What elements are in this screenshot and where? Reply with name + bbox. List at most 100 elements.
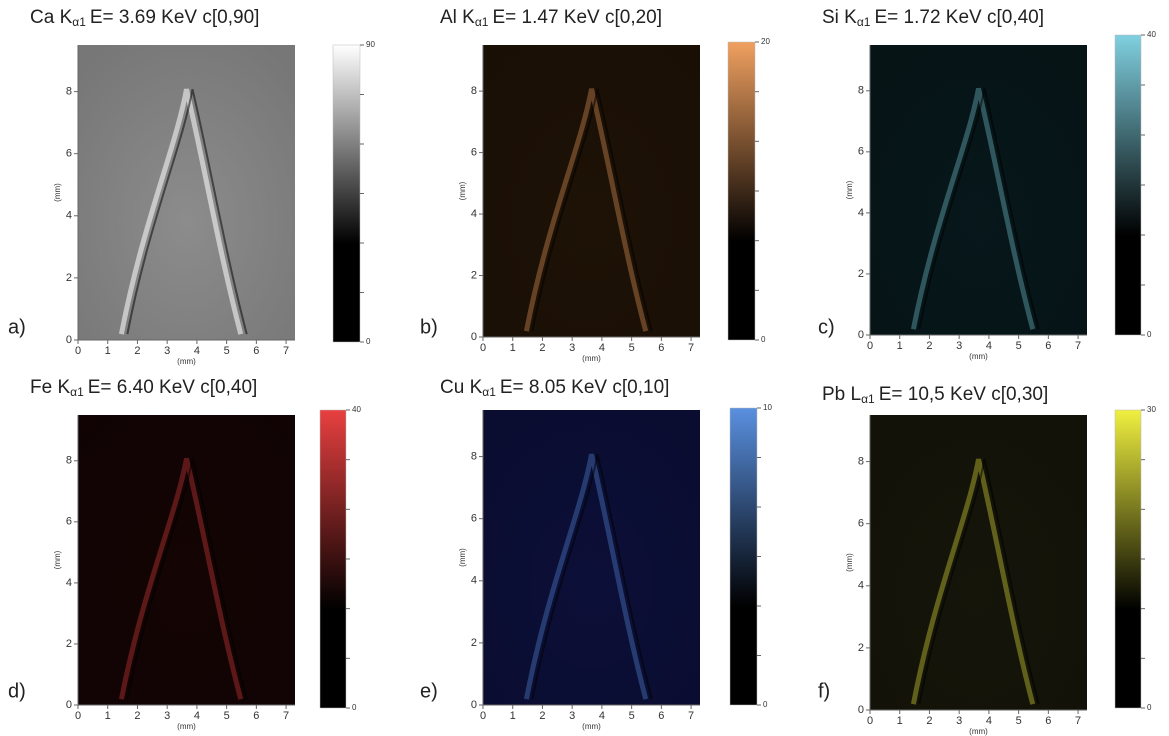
colorbar — [729, 407, 758, 706]
panel-title: Ca Kα1 E= 3.69 KeV c[0,90] — [30, 7, 259, 29]
x-axis-label: (mm) — [177, 357, 196, 366]
title-energy: E= 10,5 KeV c[0,30] — [879, 384, 1049, 405]
y-tick-label: 0 — [858, 329, 864, 341]
panel-label: f) — [818, 680, 830, 702]
title-element: Pb L — [822, 384, 861, 405]
panel: Cu Kα1 E= 8.05 KeV c[0,10] e) 0 1 2 3 4 5 6 7 0 2 4 6 8… — [420, 377, 772, 731]
colorbar — [319, 409, 347, 709]
title-energy: E= 8.05 KeV c[0,10] — [500, 377, 670, 398]
title-subscript: α1 — [70, 385, 84, 399]
x-tick-label: 1 — [510, 342, 516, 354]
panel: Si Kα1 E= 1.72 KeV c[0,40] c) 0 1 2 3 4 5 6 7 0 2 4 6 8… — [818, 7, 1156, 361]
y-tick-label: 0 — [66, 699, 72, 711]
x-tick-label: 2 — [134, 710, 140, 722]
x-tick-label: 5 — [1016, 715, 1022, 727]
panel: Al Kα1 E= 1.47 KeV c[0,20] b) 0 1 2 3 4 5 6 7 0 2 4 6 8… — [420, 7, 770, 363]
title-element: Ca K — [30, 7, 73, 28]
y-tick-label: 8 — [471, 450, 477, 462]
map-feature — [126, 458, 248, 700]
y-tick-label: 2 — [66, 638, 72, 650]
x-tick-label: 4 — [194, 345, 200, 357]
map-feature — [523, 88, 649, 332]
x-axis-label: (mm) — [582, 722, 601, 731]
y-tick-label: 2 — [66, 272, 72, 284]
y-tick-label: 8 — [66, 455, 72, 467]
x-tick-label: 6 — [253, 710, 259, 722]
x-tick-label: 7 — [688, 710, 694, 722]
colorbar-tick-label: 0 — [761, 335, 766, 344]
x-tick-label: 3 — [569, 342, 575, 354]
title-energy: E= 1.47 KeV c[0,20] — [492, 7, 662, 28]
x-tick-label: 4 — [986, 340, 992, 352]
x-tick-label: 2 — [539, 710, 545, 722]
colorbar-tick-label: 0 — [366, 337, 371, 346]
y-tick-label: 8 — [471, 85, 477, 97]
title-subscript: α1 — [475, 15, 489, 29]
map-feature — [910, 458, 1036, 705]
colorbar — [332, 44, 361, 343]
map-feature — [918, 459, 1040, 705]
y-tick-label: 2 — [471, 637, 477, 649]
y-tick-label: 4 — [66, 577, 72, 589]
map-image — [483, 45, 700, 337]
panel-label: d) — [8, 680, 26, 702]
panel: Pb Lα1 E= 10,5 KeV c[0,30] f) 0 1 2 3 4 5 6 7 0 2 4 6 8… — [818, 384, 1156, 736]
x-tick-label: 0 — [867, 715, 873, 727]
x-tick-label: 7 — [283, 345, 289, 357]
y-tick-label: 6 — [66, 516, 72, 528]
map-feature — [910, 87, 1036, 330]
y-tick-label: 6 — [858, 518, 864, 530]
colorbar-tick-label: 0 — [1147, 330, 1152, 339]
y-tick-label: 6 — [66, 148, 72, 160]
x-tick-label: 2 — [134, 345, 140, 357]
y-tick-label: 2 — [858, 268, 864, 280]
x-tick-label: 7 — [283, 710, 289, 722]
colorbar-tick-label: 40 — [352, 405, 361, 414]
title-energy: E= 3.69 KeV c[0,90] — [90, 7, 260, 28]
y-tick-label: 8 — [66, 85, 72, 97]
y-tick-label: 8 — [858, 85, 864, 97]
colorbar-tick-label: 0 — [352, 703, 357, 712]
panel-title: Pb Lα1 E= 10,5 KeV c[0,30] — [822, 384, 1048, 406]
y-tick-label: 0 — [858, 704, 864, 716]
x-tick-label: 3 — [164, 345, 170, 357]
y-tick-label: 4 — [471, 208, 477, 220]
colorbar — [727, 41, 756, 341]
x-tick-label: 6 — [658, 710, 664, 722]
x-tick-label: 6 — [253, 345, 259, 357]
x-tick-label: 3 — [569, 710, 575, 722]
x-axis-label: (mm) — [177, 722, 196, 731]
colorbar — [1114, 34, 1142, 336]
y-axis-label: (mm) — [458, 181, 467, 200]
x-tick-label: 0 — [75, 710, 81, 722]
map-feature — [118, 457, 244, 700]
x-tick-label: 1 — [897, 340, 903, 352]
x-tick-label: 2 — [926, 340, 932, 352]
panel: Fe Kα1 E= 6.40 KeV c[0,40] d) 0 1 2 3 4 5 6 7 0 2 4 6 8… — [8, 377, 361, 731]
x-tick-label: 5 — [629, 710, 635, 722]
title-subscript: α1 — [482, 385, 496, 399]
title-element: Cu K — [440, 377, 483, 398]
y-tick-label: 6 — [471, 146, 477, 158]
x-tick-label: 1 — [105, 345, 111, 357]
colorbar-tick-label: 0 — [763, 700, 768, 709]
x-tick-label: 5 — [224, 710, 230, 722]
colorbar-tick-label: 10 — [763, 403, 772, 412]
title-subscript: α1 — [857, 15, 871, 29]
title-element: Al K — [440, 7, 475, 28]
x-tick-label: 0 — [75, 345, 81, 357]
map-feature — [918, 88, 1040, 330]
y-tick-label: 4 — [858, 580, 864, 592]
y-tick-label: 8 — [858, 455, 864, 467]
y-tick-label: 2 — [471, 269, 477, 281]
colorbar — [1114, 409, 1142, 709]
y-tick-label: 0 — [471, 699, 477, 711]
y-tick-label: 0 — [66, 334, 72, 346]
map-feature — [523, 453, 649, 700]
title-energy: E= 1.72 KeV c[0,40] — [874, 7, 1044, 28]
panel-label: c) — [818, 316, 835, 338]
x-tick-label: 5 — [1016, 340, 1022, 352]
y-tick-label: 0 — [471, 331, 477, 343]
x-tick-label: 6 — [1045, 340, 1051, 352]
x-tick-label: 0 — [480, 342, 486, 354]
